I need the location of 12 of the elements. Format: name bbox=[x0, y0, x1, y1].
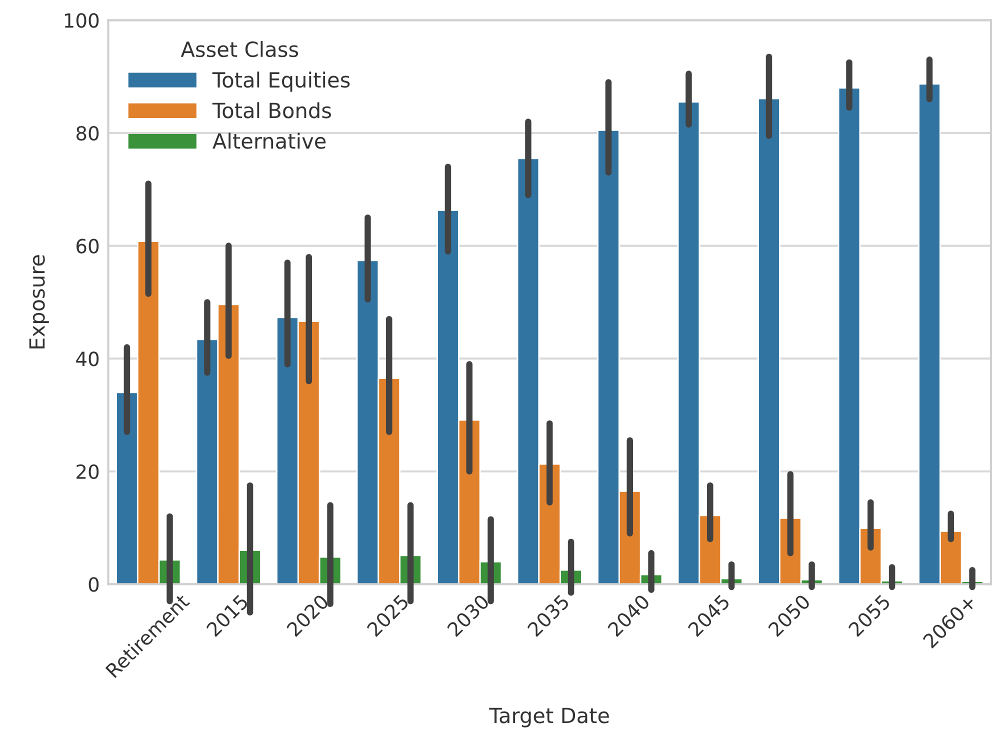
legend-label: Total Bonds bbox=[212, 102, 331, 118]
y-tick-label: 0 bbox=[88, 577, 99, 592]
y-tick-label: 100 bbox=[64, 13, 99, 28]
y-tick-label: 60 bbox=[76, 238, 99, 254]
y-tick-label: 40 bbox=[76, 352, 99, 366]
legend-label: Total Equities bbox=[212, 72, 350, 92]
legend-label: Alternative bbox=[212, 132, 326, 149]
x-axis-title: Target Date bbox=[489, 708, 609, 728]
y-tick-label: 80 bbox=[76, 126, 99, 141]
legend-title: Asset Class bbox=[180, 41, 298, 58]
y-axis-title: Exposure bbox=[29, 255, 49, 348]
y-tick-label: 20 bbox=[76, 464, 99, 480]
